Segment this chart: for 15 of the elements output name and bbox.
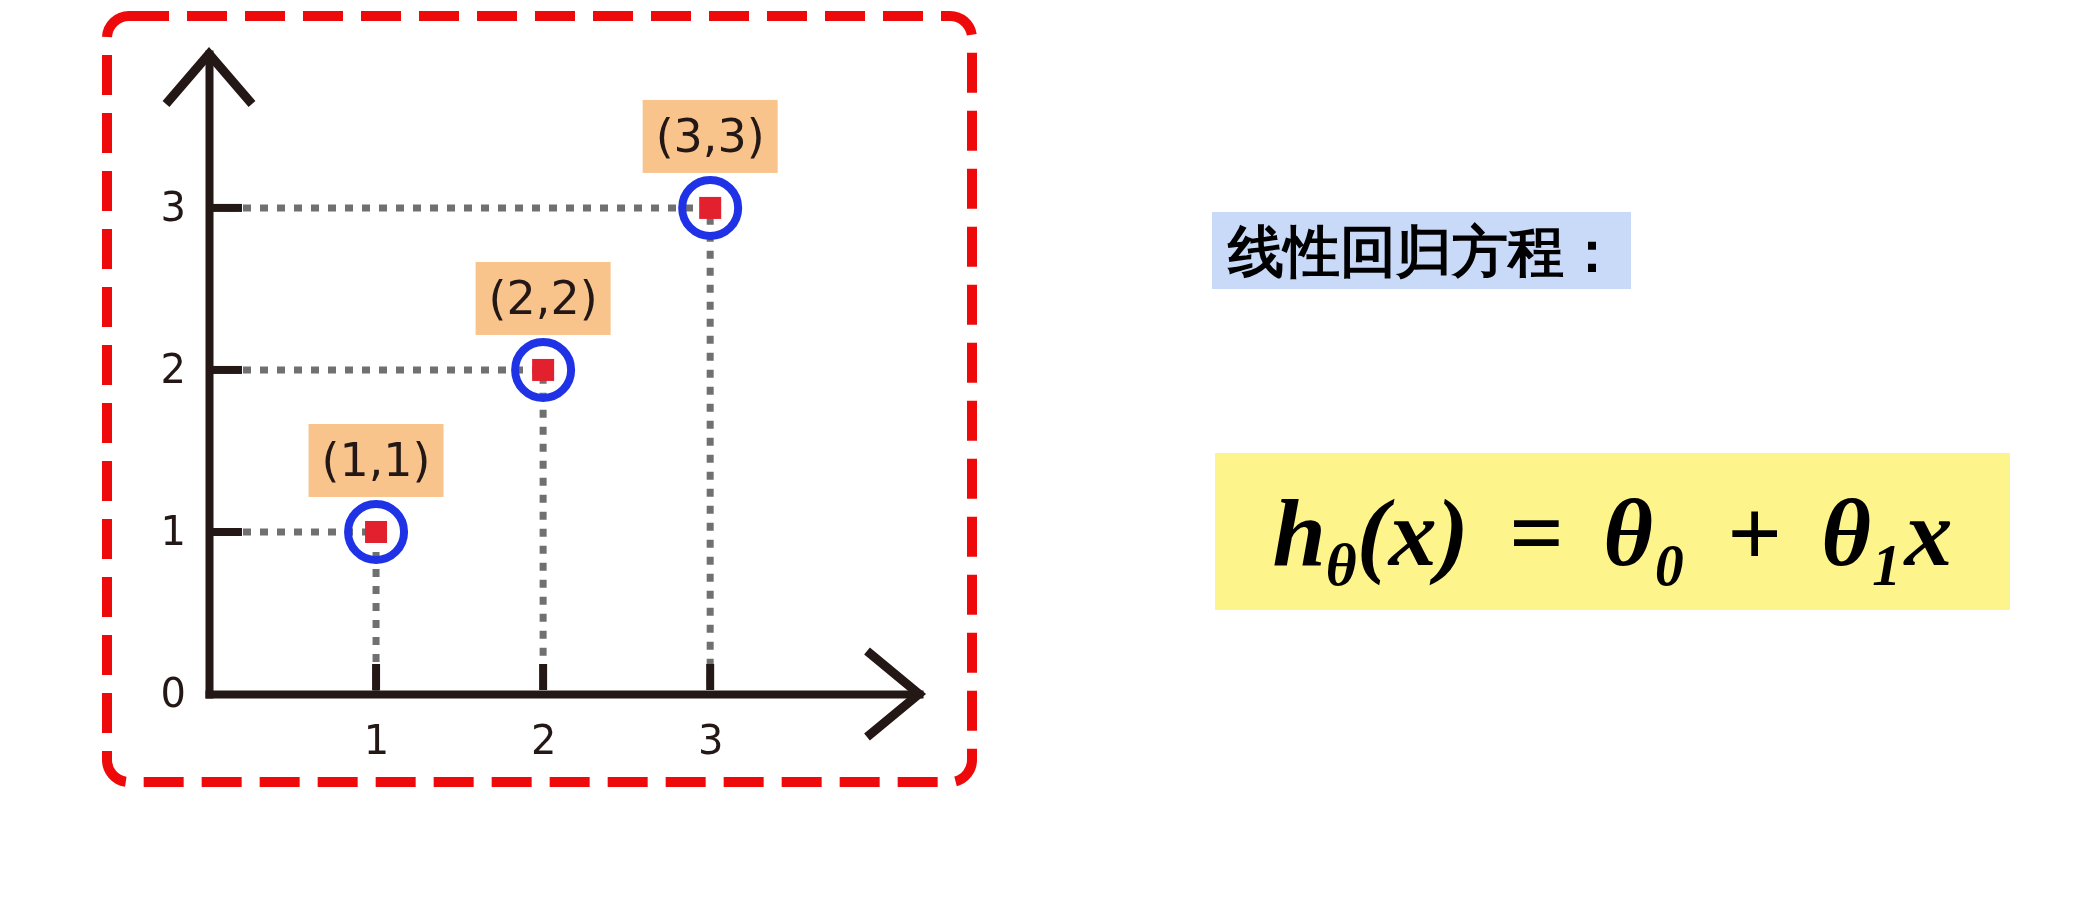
point xyxy=(511,337,576,402)
x-tick-label: 1 xyxy=(363,717,390,764)
annotation: (2,2) xyxy=(488,271,598,326)
annotation: (3,3) xyxy=(655,109,765,164)
text: h$_{θ}$(x) = θ₀ + θ₁x xyxy=(1272,478,1953,598)
text: 线性回归方程： xyxy=(1227,218,1620,283)
y-tick-label: 1 xyxy=(160,508,186,555)
x-tick-label: 2 xyxy=(530,717,557,764)
point xyxy=(678,175,743,240)
annotation: (1,1) xyxy=(321,433,431,488)
y-tick-label: 2 xyxy=(160,346,186,393)
y-tick-label: 0 xyxy=(160,670,186,717)
point xyxy=(344,499,409,564)
x-tick-label: 3 xyxy=(697,717,724,764)
y-tick-label: 3 xyxy=(160,184,186,231)
